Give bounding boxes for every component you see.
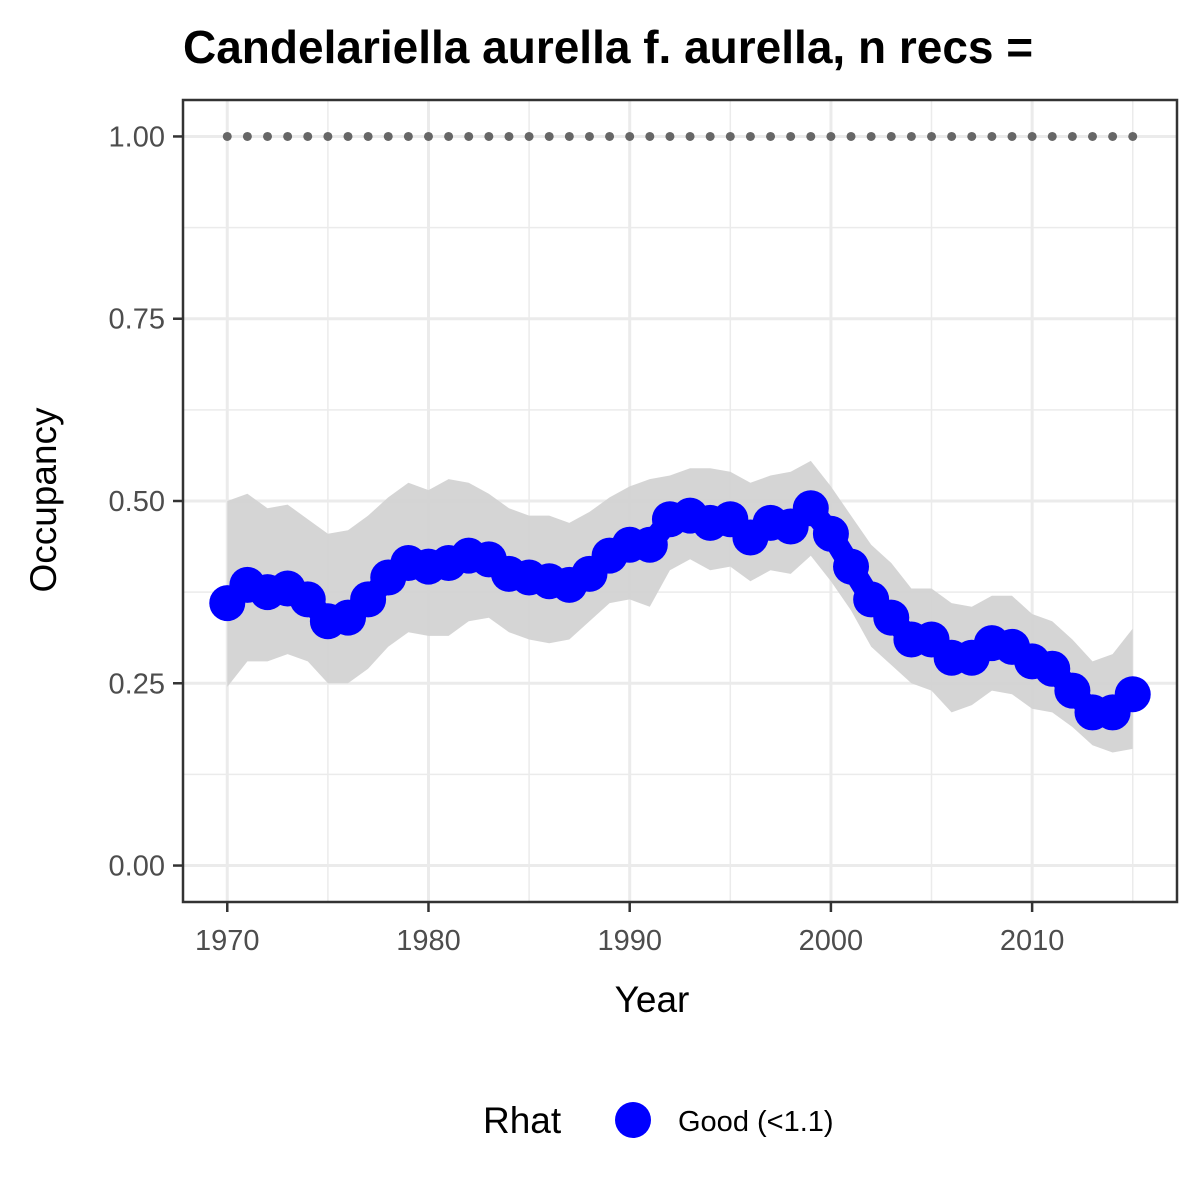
reference-point — [263, 131, 273, 141]
reference-point — [564, 131, 574, 141]
reference-point — [464, 131, 474, 141]
x-axis: 1970 1980 1990 2000 2010 — [195, 902, 1064, 957]
reference-point — [1108, 131, 1118, 141]
x-tick-label: 1970 — [195, 925, 260, 957]
legend-label: Good (<1.1) — [678, 1106, 834, 1138]
reference-point — [906, 131, 916, 141]
reference-point — [846, 131, 856, 141]
x-tick-label: 1990 — [597, 925, 662, 957]
occupancy-point — [812, 515, 849, 552]
reference-point — [786, 131, 796, 141]
reference-point — [303, 131, 313, 141]
reference-point — [987, 131, 997, 141]
reference-point — [1087, 131, 1097, 141]
reference-point — [484, 131, 494, 141]
reference-point — [705, 131, 715, 141]
reference-point — [826, 131, 836, 141]
reference-point — [866, 131, 876, 141]
reference-point — [444, 131, 454, 141]
reference-point — [1007, 131, 1017, 141]
occupancy-point — [1114, 676, 1151, 713]
reference-point — [544, 131, 554, 141]
occupancy-point — [833, 548, 870, 585]
y-tick-label: 0.25 — [109, 668, 165, 700]
reference-point — [886, 131, 896, 141]
x-axis-title: Year — [615, 979, 690, 1020]
legend: Rhat Good (<1.1) — [483, 1100, 834, 1141]
reference-point — [685, 131, 695, 141]
occupancy-point — [792, 490, 829, 527]
legend-key-marker — [615, 1102, 651, 1138]
reference-point — [363, 131, 373, 141]
legend-title: Rhat — [483, 1100, 562, 1141]
reference-point — [806, 131, 816, 141]
reference-point — [323, 131, 333, 141]
reference-point — [947, 131, 957, 141]
reference-point — [927, 131, 937, 141]
x-tick-label: 2000 — [799, 925, 864, 957]
y-tick-label: 0.50 — [109, 486, 165, 518]
reference-point — [504, 131, 514, 141]
reference-point — [967, 131, 977, 141]
reference-point — [605, 131, 615, 141]
plot-panel — [181, 98, 1179, 904]
reference-point — [1067, 131, 1077, 141]
reference-point — [283, 131, 293, 141]
reference-point — [524, 131, 534, 141]
y-axis-title: Occupancy — [23, 407, 64, 593]
occupancy-point — [631, 526, 668, 563]
reference-point — [584, 131, 594, 141]
x-tick-label: 2010 — [1000, 925, 1065, 957]
reference-point — [222, 131, 232, 141]
reference-point — [766, 131, 776, 141]
reference-point — [383, 131, 393, 141]
chart-title: Candelariella aurella f. aurella, n recs… — [183, 21, 1033, 73]
y-tick-label: 0.00 — [109, 851, 165, 883]
reference-point — [242, 131, 252, 141]
reference-point — [1047, 131, 1057, 141]
y-tick-label: 0.75 — [109, 304, 165, 336]
reference-point — [745, 131, 755, 141]
reference-point — [403, 131, 413, 141]
x-tick-label: 1980 — [396, 925, 461, 957]
reference-point — [665, 131, 675, 141]
reference-point — [725, 131, 735, 141]
reference-point — [343, 131, 353, 141]
reference-point — [1027, 131, 1037, 141]
y-axis: 0.00 0.25 0.50 0.75 1.00 — [109, 121, 183, 883]
reference-point — [423, 131, 433, 141]
y-tick-label: 1.00 — [109, 121, 165, 153]
reference-point — [625, 131, 635, 141]
credible-interval-ribbon — [227, 460, 1133, 753]
reference-point — [645, 131, 655, 141]
reference-point — [1128, 131, 1138, 141]
